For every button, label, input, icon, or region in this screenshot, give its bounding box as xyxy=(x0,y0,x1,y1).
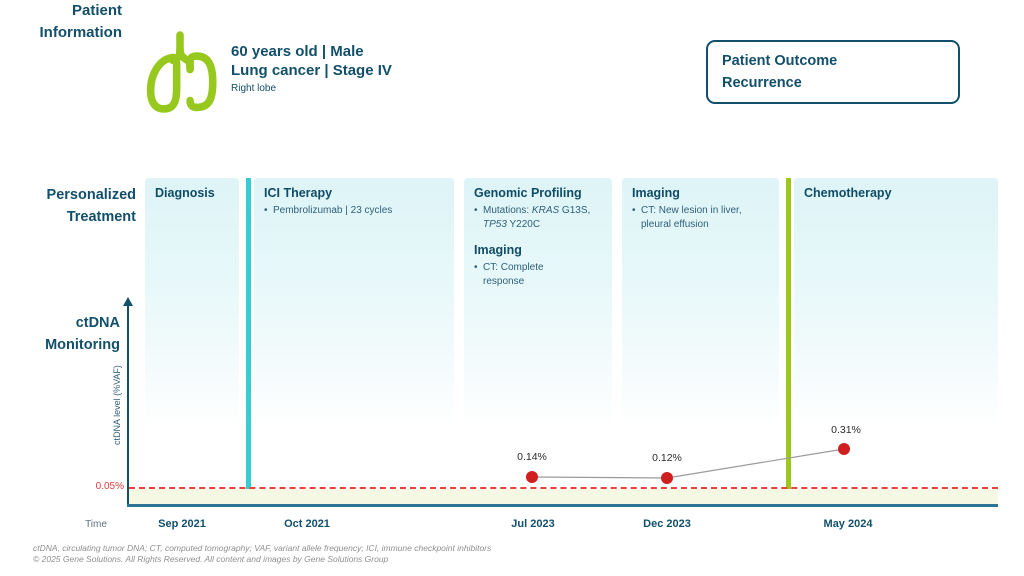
ctdna-monitoring-heading: ctDNA Monitoring xyxy=(0,312,120,357)
point-label-may-2024: 0.31% xyxy=(831,424,861,436)
date-oct-2021: Oct 2021 xyxy=(284,518,330,530)
patient-age-sex: 60 years old | Male xyxy=(231,43,364,60)
personalized-treatment-heading: Personalized Treatment xyxy=(0,184,136,229)
y-axis-label: ctDNA level (%VAF) xyxy=(112,365,122,445)
date-may-2024: May 2024 xyxy=(823,518,873,530)
date-dec-2023: Dec 2023 xyxy=(643,518,691,530)
data-point-jul-2023 xyxy=(526,471,538,483)
y-axis-line xyxy=(127,305,129,506)
data-point-may-2024 xyxy=(838,443,850,455)
patient-information-heading: Patient Information xyxy=(0,0,123,44)
footer-abbreviations: ctDNA, circulating tumor DNA; CT, comput… xyxy=(33,543,492,553)
panel-imaging: Imaging CT: New lesion in liver, pleural… xyxy=(622,178,779,428)
patient-outcome-title: Patient Outcome xyxy=(722,53,838,69)
panel-genomic-title: Genomic Profiling xyxy=(474,186,582,200)
panel-chemotherapy: Chemotherapy xyxy=(794,178,998,428)
mutations-prefix: Mutations: xyxy=(483,205,532,216)
patient-tumor-location: Right lobe xyxy=(231,82,277,94)
patient-information-line2: Information xyxy=(39,23,123,41)
panel-diagnosis-title: Diagnosis xyxy=(155,186,215,200)
point-label-jul-2023: 0.14% xyxy=(517,451,547,463)
patient-outcome-box: Patient Outcome Recurrence xyxy=(706,40,960,104)
panel-chemotherapy-title: Chemotherapy xyxy=(804,186,892,200)
chemotherapy-event-bar xyxy=(786,178,791,507)
panel-ici-title: ICI Therapy xyxy=(264,186,333,200)
ctdna-monitoring-line1: ctDNA xyxy=(75,315,120,331)
patient-information-line1: Patient xyxy=(71,2,122,19)
gene-kras: KRAS xyxy=(531,205,560,216)
panel-imaging-bullet: CT: New lesion in liver, pleural effusio… xyxy=(632,204,767,231)
time-axis-title: Time xyxy=(85,519,107,530)
threshold-value-label: 0.05% xyxy=(95,481,124,492)
data-point-dec-2023 xyxy=(661,472,673,484)
below-threshold-band xyxy=(129,489,998,505)
footer-copyright: © 2025 Gene Solutions. All Rights Reserv… xyxy=(33,554,389,564)
y-axis-arrow-icon xyxy=(123,297,133,306)
patient-details: 60 years old | Male Lung cancer | Stage … xyxy=(231,43,392,94)
patient-outcome-value: Recurrence xyxy=(722,74,802,91)
date-sep-2021: Sep 2021 xyxy=(158,518,206,530)
panel-genomic-imaging-subtitle: Imaging xyxy=(474,243,522,257)
panel-imaging-title: Imaging xyxy=(632,186,680,200)
ici-therapy-event-bar xyxy=(246,178,251,507)
gene-kras-variant: G13S, xyxy=(559,205,591,216)
personalized-treatment-line2: Treatment xyxy=(66,209,136,226)
panel-genomic-profiling: Genomic Profiling Mutations: KRAS G13S, … xyxy=(464,178,612,428)
patient-diagnosis-stage: Lung cancer | Stage IV xyxy=(231,61,392,79)
ctdna-monitoring-line2: Monitoring xyxy=(45,337,120,354)
date-jul-2023: Jul 2023 xyxy=(511,518,555,530)
x-axis-line xyxy=(127,504,998,507)
lungs-icon xyxy=(138,26,222,123)
gene-tp53: TP53 xyxy=(483,218,507,230)
panel-genomic-bullet: Mutations: KRAS G13S, TP53 Y220C xyxy=(474,204,602,231)
gene-tp53-variant: Y220C xyxy=(506,218,541,230)
panel-genomic-imaging-bullet: CT: Complete response xyxy=(474,261,562,288)
personalized-treatment-line1: Personalized xyxy=(46,187,136,203)
panel-ici-bullet: Pembrolizumab | 23 cycles xyxy=(264,204,444,218)
panel-diagnosis: Diagnosis xyxy=(145,178,239,428)
point-label-dec-2023: 0.12% xyxy=(652,452,682,464)
threshold-dashed-line xyxy=(129,487,998,489)
panel-ici-therapy: ICI Therapy Pembrolizumab | 23 cycles xyxy=(254,178,454,428)
